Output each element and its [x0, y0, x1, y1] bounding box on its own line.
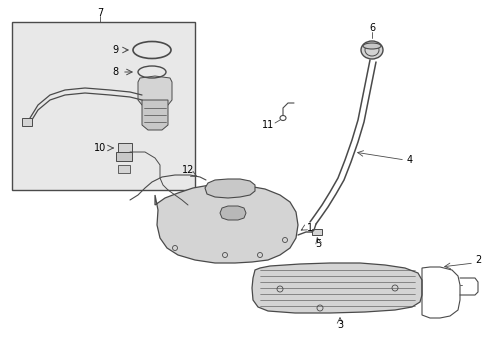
Bar	[22, 118, 32, 126]
Ellipse shape	[360, 41, 382, 59]
Text: 10: 10	[94, 143, 106, 153]
Polygon shape	[251, 263, 421, 313]
Polygon shape	[220, 206, 245, 220]
Text: 12: 12	[182, 165, 194, 175]
Bar	[116, 152, 132, 161]
Text: 6: 6	[368, 23, 374, 33]
Text: 9: 9	[112, 45, 118, 55]
Text: 11: 11	[262, 120, 274, 130]
Bar	[311, 229, 321, 235]
Polygon shape	[142, 100, 168, 130]
Bar	[12, 22, 195, 190]
Bar	[118, 165, 130, 173]
Polygon shape	[138, 76, 172, 107]
Bar	[118, 143, 132, 152]
Text: 4: 4	[406, 155, 412, 165]
Text: 2: 2	[474, 255, 480, 265]
Text: 3: 3	[336, 320, 343, 330]
Polygon shape	[155, 184, 297, 263]
Polygon shape	[204, 179, 254, 198]
Ellipse shape	[362, 43, 380, 49]
Text: 5: 5	[314, 239, 321, 249]
Text: 7: 7	[97, 8, 103, 18]
Text: 1: 1	[306, 223, 312, 233]
Text: 8: 8	[112, 67, 118, 77]
